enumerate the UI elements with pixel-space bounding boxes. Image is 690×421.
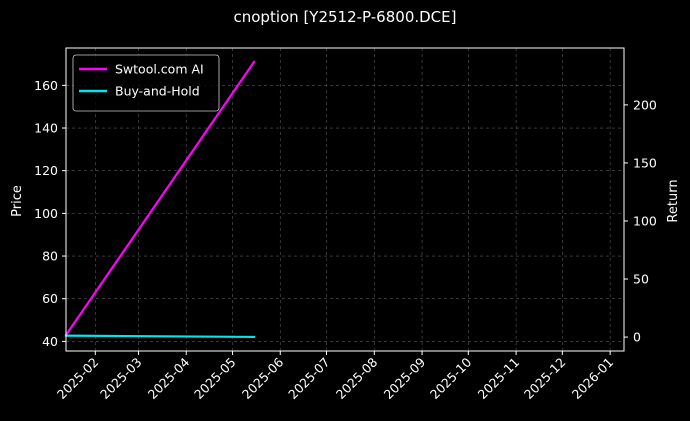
y-left-tick-label: 40 xyxy=(42,334,58,349)
series-group xyxy=(64,60,256,339)
y-axis-left: 40 60 80 100 120 140 160 xyxy=(34,78,66,349)
legend-label-0: Swtool.com AI xyxy=(115,62,204,77)
y-axis-right: 0 50 100 150 200 xyxy=(624,97,657,345)
y-axis-left-label: Price xyxy=(10,185,25,217)
chart-title: cnoption [Y2512-P-6800.DCE] xyxy=(234,8,457,26)
series-line-0 xyxy=(64,60,256,337)
y-left-tick-label: 80 xyxy=(42,249,58,264)
legend: Swtool.com AI Buy-and-Hold xyxy=(72,54,220,112)
y-left-tick-label: 120 xyxy=(34,163,58,178)
y-right-tick-label: 100 xyxy=(633,213,657,228)
y-right-tick-label: 50 xyxy=(633,272,649,287)
y-left-tick-label: 140 xyxy=(34,121,58,136)
series-line-1 xyxy=(64,334,256,339)
y-right-tick-label: 150 xyxy=(633,155,657,170)
y-right-tick-label: 200 xyxy=(633,97,657,112)
y-right-tick-label: 0 xyxy=(633,330,641,345)
y-left-tick-label: 100 xyxy=(34,206,58,221)
legend-label-1: Buy-and-Hold xyxy=(115,84,200,99)
legend-box xyxy=(72,54,220,112)
y-left-tick-label: 160 xyxy=(34,78,58,93)
y-left-tick-label: 60 xyxy=(42,291,58,306)
plot-frame xyxy=(65,47,625,352)
y-axis-right-label: Return xyxy=(666,179,681,222)
